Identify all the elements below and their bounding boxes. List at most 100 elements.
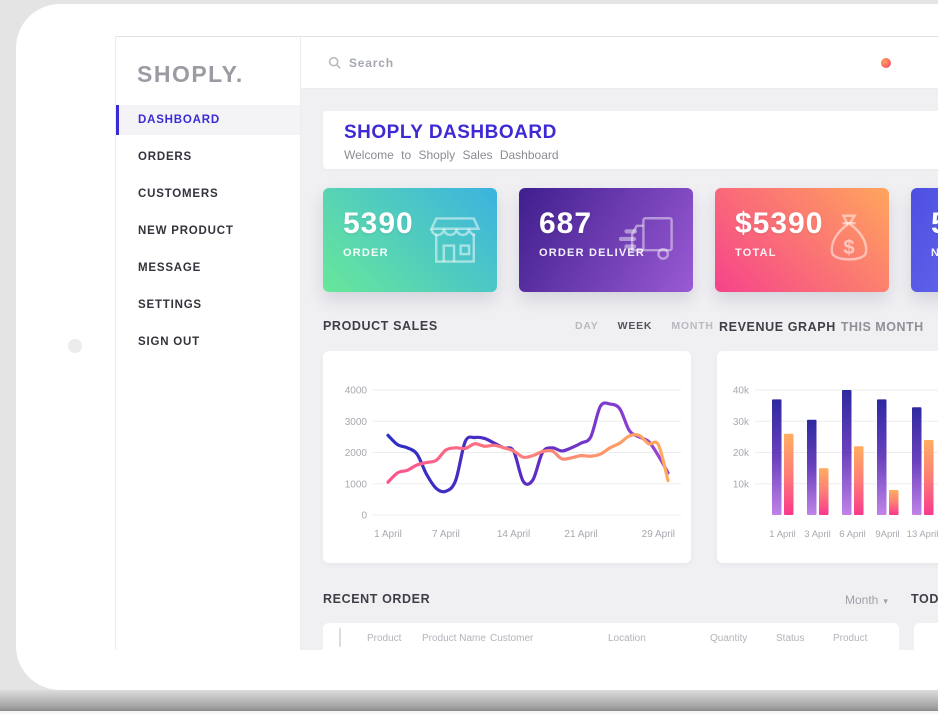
svg-text:21 April: 21 April [564, 529, 597, 540]
stat-card-n: 5N [911, 188, 938, 292]
stat-value: $5390 [735, 207, 824, 240]
svg-text:0: 0 [361, 511, 367, 522]
stat-label: TOTAL [735, 247, 777, 259]
svg-text:30k: 30k [733, 417, 750, 428]
select-all-cell [339, 628, 367, 647]
recent-order-bar: RECENT ORDER Month ▾ TOD [323, 590, 938, 610]
stat-value: 5390 [343, 207, 414, 240]
bar-revenue-purple-9april [877, 399, 887, 515]
stat-card-order-deliver: 687 ORDER DELIVER [519, 188, 693, 292]
svg-text:13 April: 13 April [907, 529, 938, 540]
range-option-week[interactable]: WEEK [617, 320, 653, 332]
sidebar-item-settings[interactable]: SETTINGS [138, 299, 202, 311]
device-camera-dot [68, 339, 82, 353]
column-header-product-name-1: Product Name [422, 632, 486, 644]
bar-revenue-orange-6-april [854, 446, 864, 515]
main-content: SHOPLY DASHBOARD Welcome to Shoply Sales… [301, 89, 938, 650]
bar-revenue-purple-1-april [772, 399, 782, 515]
stat-label: N [931, 247, 938, 259]
bar-revenue-purple-13-april [912, 407, 922, 515]
column-header-customer-2: Customer [490, 632, 534, 644]
topbar [301, 37, 938, 89]
svg-text:7 April: 7 April [432, 529, 460, 540]
revenue-bar-chart: 40k 30k 20k 10k 1 April 3 April 6 April 9April 1… [733, 386, 938, 540]
stat-value: 687 [539, 207, 593, 240]
column-header-quantity-4: Quantity [710, 632, 748, 644]
svg-text:$: $ [843, 236, 855, 259]
sidebar-item-message[interactable]: MESSAGE [138, 262, 202, 274]
line-series-sales-pink-orange [386, 432, 670, 484]
revenue-graph-label: REVENUE GRAPH [719, 320, 836, 334]
column-header-product-0: Product [367, 632, 402, 644]
recent-order-table: Product Product Name Customer Location Quant… [323, 623, 899, 650]
range-option-month[interactable]: MONTH [671, 320, 714, 332]
svg-text:3 April: 3 April [804, 529, 830, 540]
svg-text:1000: 1000 [345, 479, 368, 490]
bar-revenue-orange-9april [889, 490, 899, 515]
svg-text:29 April: 29 April [642, 529, 675, 540]
stat-value: 5 [931, 207, 938, 241]
revenue-graph-period: THIS MONTH [840, 320, 924, 334]
stat-card-order: 5390 ORDER [323, 188, 497, 292]
svg-text:6 April: 6 April [839, 529, 865, 540]
bar-revenue-orange-1-april [784, 433, 794, 515]
bar-revenue-orange-13-april [924, 440, 934, 515]
select-all-checkbox[interactable] [339, 628, 341, 647]
page-subtitle: Welcome to Shoply Sales Dashboard [344, 148, 559, 162]
sidebar-item-orders[interactable]: ORDERS [138, 151, 193, 163]
svg-text:3000: 3000 [345, 417, 368, 428]
svg-text:20k: 20k [733, 448, 750, 459]
svg-text:40k: 40k [733, 386, 750, 397]
bar-revenue-purple-3-april [807, 419, 817, 515]
bar-revenue-purple-6-april [842, 390, 852, 515]
column-header-product-6: Product [833, 632, 868, 644]
app-logo: SHOPLY. [137, 61, 244, 87]
table-header-row: Product Product Name Customer Location Quant… [323, 625, 899, 650]
money-bag-icon: $ [821, 210, 877, 275]
svg-text:9April: 9April [875, 529, 899, 540]
product-sales-chart-card: 4000 3000 2000 1000 0 1 April 7 April 14 April 2… [323, 351, 691, 563]
storefront-icon [425, 210, 485, 275]
svg-text:10k: 10k [733, 479, 750, 490]
svg-text:2000: 2000 [345, 448, 368, 459]
revenue-bar-chart-card: 40k 30k 20k 10k 1 April 3 April 6 April 9April 1… [717, 351, 938, 563]
charts-section-bar: PRODUCT SALES DAY WEEK MONTH REVENUE GRAPH… [323, 317, 938, 337]
chevron-down-icon: ▾ [883, 596, 888, 606]
sidebar: SHOPLY. DASHBOARD ORDERS CUSTOMERS NEW PROD… [116, 37, 301, 650]
svg-text:14 April: 14 April [497, 529, 530, 540]
month-filter-label: Month [845, 593, 879, 607]
recent-order-title: RECENT ORDER [323, 592, 431, 606]
line-series-sales-indigo-purple [386, 401, 670, 494]
sidebar-item-new-product[interactable]: NEW PRODUCT [138, 225, 234, 237]
range-toggle: DAY WEEK MONTH [575, 320, 714, 332]
svg-text:1 April: 1 April [769, 529, 795, 540]
page-title: SHOPLY DASHBOARD [344, 122, 557, 143]
sidebar-item-sign-out[interactable]: SIGN OUT [138, 336, 200, 348]
sidebar-item-customers[interactable]: CUSTOMERS [138, 188, 219, 200]
sidebar-menu: DASHBOARD ORDERS CUSTOMERS NEW PRODUCT MESSA… [116, 105, 300, 357]
right-side-panel [914, 623, 938, 650]
svg-text:1 April: 1 April [374, 529, 402, 540]
stat-label: ORDER DELIVER [539, 247, 646, 259]
right-panel-title: TOD [911, 592, 938, 606]
month-filter-dropdown[interactable]: Month ▾ [845, 593, 888, 607]
app-window: SHOPLY. DASHBOARD ORDERS CUSTOMERS NEW PROD… [115, 36, 938, 650]
stat-card-total: $5390 TOTAL $ [715, 188, 889, 292]
delivery-truck-icon [618, 210, 681, 271]
stat-label: ORDER [343, 247, 389, 259]
sidebar-item-dashboard[interactable]: DASHBOARD [116, 105, 300, 135]
column-header-location-3: Location [608, 632, 646, 644]
range-option-day[interactable]: DAY [575, 320, 599, 332]
notification-badge[interactable] [881, 58, 891, 68]
bar-revenue-orange-3-april [819, 468, 829, 515]
column-header-status-5: Status [776, 632, 805, 644]
search-icon[interactable] [328, 56, 342, 70]
revenue-graph-title: REVENUE GRAPH THIS MONTH [719, 318, 924, 336]
welcome-card: SHOPLY DASHBOARD Welcome to Shoply Sales… [323, 111, 938, 169]
svg-text:4000: 4000 [345, 386, 368, 397]
device-frame-base-edge [0, 711, 938, 714]
search-input[interactable] [349, 55, 649, 70]
product-sales-line-chart: 4000 3000 2000 1000 0 1 April 7 April 14 April 2… [345, 386, 681, 540]
